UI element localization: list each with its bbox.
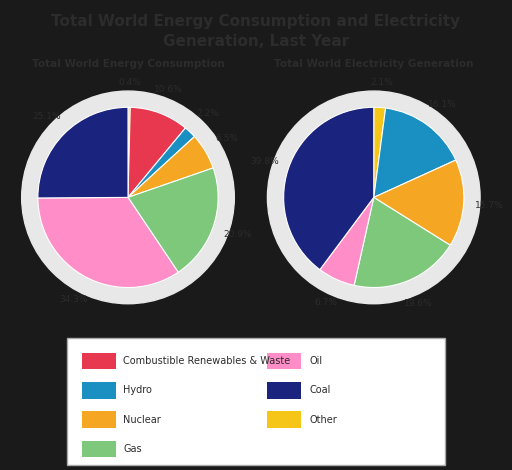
Wedge shape [38, 197, 178, 288]
Text: Gas: Gas [123, 444, 142, 454]
Circle shape [22, 91, 234, 304]
Text: 20.9%: 20.9% [223, 229, 252, 239]
Wedge shape [128, 137, 213, 197]
Wedge shape [374, 107, 386, 197]
Text: Combustible Renewables & Waste: Combustible Renewables & Waste [123, 356, 291, 366]
Text: 19.6%: 19.6% [404, 299, 433, 308]
Text: 16.1%: 16.1% [428, 100, 457, 109]
Wedge shape [374, 160, 464, 245]
Text: 0.4%: 0.4% [118, 78, 141, 86]
Wedge shape [128, 107, 185, 197]
Text: 25.1%: 25.1% [32, 111, 60, 121]
FancyBboxPatch shape [82, 353, 116, 369]
Circle shape [267, 91, 480, 304]
Wedge shape [320, 197, 374, 285]
Wedge shape [374, 108, 456, 197]
Text: Oil: Oil [309, 356, 322, 366]
Wedge shape [284, 107, 374, 270]
Text: Hydro: Hydro [123, 385, 152, 395]
Text: 6.5%: 6.5% [216, 134, 239, 143]
FancyBboxPatch shape [82, 411, 116, 428]
FancyBboxPatch shape [267, 382, 302, 399]
Text: Total World Energy Consumption and Electricity
Generation, Last Year: Total World Energy Consumption and Elect… [51, 14, 461, 49]
Wedge shape [354, 197, 450, 288]
FancyBboxPatch shape [67, 338, 445, 465]
FancyBboxPatch shape [267, 353, 302, 369]
Text: Total World Energy Consumption: Total World Energy Consumption [32, 59, 224, 69]
Text: Other: Other [309, 415, 337, 424]
Wedge shape [128, 128, 195, 197]
Wedge shape [38, 107, 128, 198]
Text: 2.1%: 2.1% [370, 78, 393, 87]
Text: Coal: Coal [309, 385, 330, 395]
Text: 34.3%: 34.3% [60, 295, 89, 304]
FancyBboxPatch shape [82, 440, 116, 457]
Text: 15.7%: 15.7% [475, 201, 503, 210]
Text: Nuclear: Nuclear [123, 415, 161, 424]
Wedge shape [128, 107, 130, 197]
Text: 10.6%: 10.6% [154, 85, 183, 94]
Text: 2.2%: 2.2% [196, 110, 219, 118]
Text: Total World Electricity Generation: Total World Electricity Generation [274, 59, 474, 69]
FancyBboxPatch shape [267, 411, 302, 428]
Wedge shape [128, 168, 218, 272]
Text: 39.8%: 39.8% [250, 157, 279, 165]
Text: 6.7%: 6.7% [314, 298, 337, 307]
FancyBboxPatch shape [82, 382, 116, 399]
